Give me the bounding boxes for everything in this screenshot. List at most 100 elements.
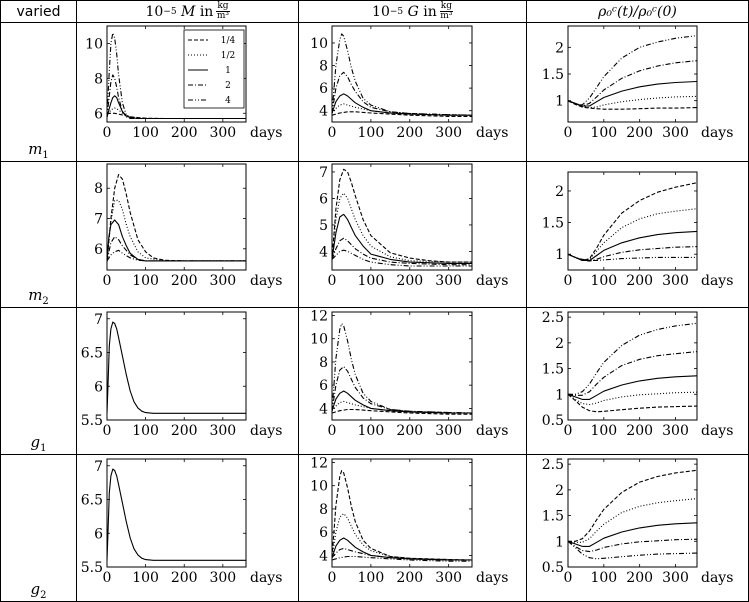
y-tick-label: 7 — [319, 165, 328, 181]
y-tick-label: 8 — [319, 355, 328, 371]
y-tick-label: 1 — [555, 247, 564, 263]
x-tick-label: 100 — [590, 125, 617, 141]
y-tick-label: 5.5 — [81, 560, 103, 576]
series-line-1-2 — [331, 103, 472, 116]
series-line-all — [106, 468, 246, 561]
series-line-4 — [331, 555, 472, 562]
y-tick-label: 4 — [319, 244, 328, 260]
x-tick-label: 0 — [328, 570, 337, 586]
header-mass-exponent: −5 — [163, 6, 177, 17]
x-tick-label: 200 — [396, 273, 423, 289]
header-rho: ρ₀ᶜ(t)/ρ₀ᶜ(0) — [527, 1, 748, 22]
row-label-g1: g1 — [1, 433, 76, 454]
x-tick-label: 300 — [435, 125, 462, 141]
y-tick-label: 6 — [94, 379, 103, 395]
plot-frame — [567, 171, 698, 271]
x-tick-label: 0 — [328, 423, 337, 439]
y-tick-label: 1 — [555, 387, 564, 403]
row-label-base: m — [28, 286, 43, 304]
y-tick-label: 6 — [319, 378, 328, 394]
x-tick-label: 100 — [132, 423, 159, 439]
header-g-in: in — [423, 3, 437, 20]
legend-entry-label: 1 — [225, 66, 231, 76]
series-line-4 — [331, 33, 473, 116]
y-tick-label: 8 — [319, 502, 328, 518]
series-line-1-2 — [567, 391, 698, 406]
series-line-1-2 — [331, 400, 472, 414]
x-axis-label: days — [701, 423, 733, 439]
legend-entry-label: 1/2 — [221, 51, 235, 61]
unit-denominator: m³ — [216, 11, 229, 21]
y-tick-label: 10 — [310, 479, 328, 495]
series-line-1 — [567, 375, 698, 400]
y-tick-label: 2 — [555, 483, 564, 499]
legend-box — [183, 29, 245, 109]
series-line-2 — [331, 237, 472, 266]
y-tick-label: 2.5 — [542, 457, 564, 473]
row-label-subscript: 2 — [42, 296, 49, 307]
x-tick-label: 0 — [328, 273, 337, 289]
x-tick-label: 300 — [662, 570, 689, 586]
row-label-subscript: 2 — [40, 590, 47, 601]
header-g-exponent: −5 — [389, 6, 404, 17]
x-tick-label: 300 — [662, 423, 689, 439]
x-tick-label: 200 — [396, 570, 423, 586]
header-g: 10 −5 G in kg m³ — [299, 1, 526, 22]
unit-denominator: m³ — [440, 11, 453, 21]
x-axis-label: days — [701, 570, 733, 586]
x-tick-label: 100 — [358, 570, 385, 586]
series-line-2 — [567, 246, 698, 262]
series-line-1-4 — [331, 408, 472, 415]
y-tick-label: 6 — [319, 191, 328, 207]
row-label-m1: m1 — [1, 140, 76, 161]
plot-frame — [331, 25, 473, 123]
x-axis-label: days — [701, 125, 733, 141]
x-axis-label: days — [250, 273, 282, 289]
row-label-base: m — [28, 140, 43, 158]
plot-frame — [331, 311, 473, 421]
series-line-2 — [331, 547, 472, 561]
y-tick-label: 1.5 — [542, 509, 564, 525]
series-line-4 — [567, 540, 698, 560]
y-tick-label: 2.5 — [542, 310, 564, 326]
plot-frame — [567, 311, 698, 421]
y-tick-label: 8 — [319, 59, 328, 75]
x-tick-label: 300 — [209, 273, 236, 289]
legend-entry-label: 4 — [225, 96, 231, 106]
x-axis-label: days — [476, 273, 508, 289]
legend-entry-label: 2 — [225, 81, 231, 91]
y-tick-label: 1.5 — [542, 216, 564, 232]
y-tick-label: 1.5 — [542, 362, 564, 378]
x-tick-label: 300 — [435, 273, 462, 289]
x-axis-label: days — [701, 273, 733, 289]
row-label-subscript: 1 — [42, 150, 49, 161]
y-tick-label: 12 — [310, 308, 328, 324]
y-tick-label: 4 — [319, 401, 328, 417]
y-tick-label: 1.5 — [542, 67, 564, 83]
x-tick-label: 100 — [590, 570, 617, 586]
row-label-base: g — [30, 580, 41, 598]
y-tick-label: 6.5 — [81, 346, 103, 362]
y-tick-label: 2 — [555, 184, 564, 200]
y-tick-label: 0.5 — [542, 560, 564, 576]
y-tick-label: 6 — [319, 81, 328, 97]
x-tick-label: 100 — [358, 423, 385, 439]
x-tick-label: 200 — [171, 423, 198, 439]
y-tick-label: 8 — [94, 181, 103, 197]
x-axis-label: days — [476, 570, 508, 586]
y-tick-label: 12 — [310, 455, 328, 471]
x-axis-label: days — [476, 423, 508, 439]
x-tick-label: 300 — [662, 273, 689, 289]
x-tick-label: 100 — [590, 273, 617, 289]
x-tick-label: 200 — [171, 570, 198, 586]
x-tick-label: 0 — [564, 273, 573, 289]
x-tick-label: 300 — [209, 570, 236, 586]
header-varied: varied — [1, 1, 76, 22]
